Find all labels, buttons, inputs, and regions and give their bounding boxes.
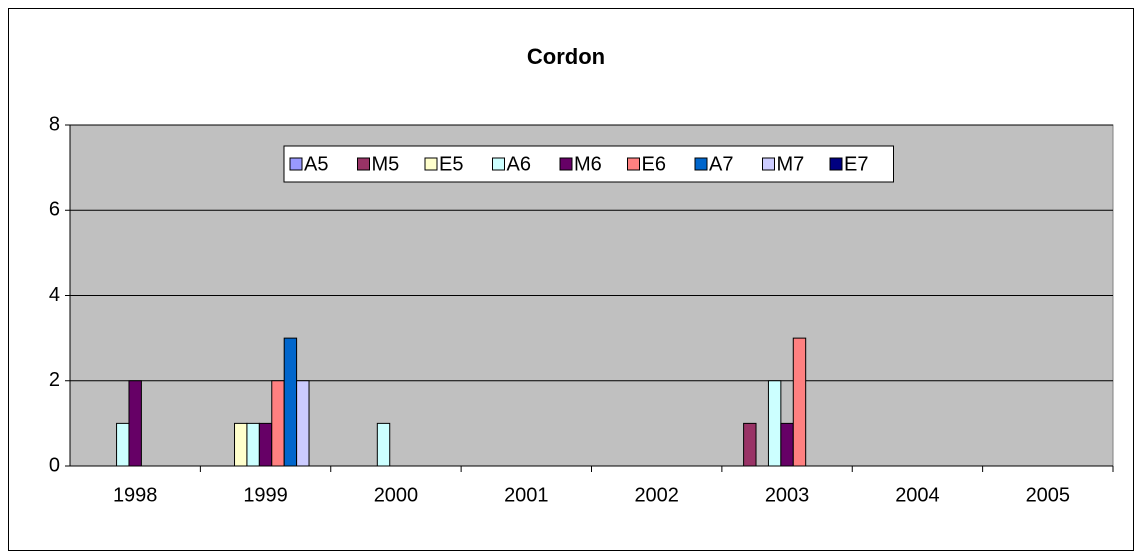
bar <box>283 337 298 467</box>
legend-swatch <box>424 157 438 171</box>
legend-label: E7 <box>844 153 868 175</box>
legend-swatch <box>289 157 303 171</box>
y-tick-label: 8 <box>49 113 60 135</box>
legend-box <box>283 145 894 183</box>
bar <box>792 337 807 467</box>
bar <box>116 422 130 467</box>
x-tick-label: 1999 <box>243 484 288 506</box>
bar <box>258 422 273 467</box>
legend-label: A7 <box>709 153 733 175</box>
legend-label: A5 <box>304 153 328 175</box>
bar <box>271 380 285 467</box>
legend-swatch <box>762 157 775 171</box>
bar <box>743 422 757 467</box>
legend-swatch <box>357 157 370 171</box>
legend-label: E5 <box>439 153 463 175</box>
y-tick-label: 0 <box>49 454 60 476</box>
bar <box>246 422 260 467</box>
legend-swatch <box>829 157 843 171</box>
x-tick-label: 2005 <box>1026 484 1071 506</box>
x-tick-label: 2003 <box>765 484 810 506</box>
legend-label: M6 <box>574 153 602 175</box>
y-tick-label: 6 <box>49 199 60 221</box>
legend-label: E6 <box>642 153 666 175</box>
bar <box>234 422 248 467</box>
y-tick-label: 4 <box>49 284 60 306</box>
x-tick-label: 2000 <box>374 484 419 506</box>
x-tick-label: 2004 <box>895 484 940 506</box>
y-tick-label: 2 <box>49 369 60 391</box>
bar <box>128 380 142 467</box>
legend-swatch <box>694 157 708 171</box>
bar <box>296 380 310 467</box>
legend-label: M5 <box>372 153 400 175</box>
chart-title: Cordon <box>527 44 605 69</box>
legend-swatch <box>627 157 640 171</box>
x-tick-label: 2001 <box>504 484 549 506</box>
bar <box>376 422 391 467</box>
x-tick-label: 1998 <box>113 484 158 506</box>
legend-swatch <box>492 157 505 171</box>
bar <box>780 422 794 467</box>
x-tick-label: 2002 <box>634 484 679 506</box>
legend-label: M7 <box>777 153 805 175</box>
legend-swatch <box>559 157 573 171</box>
legend-label: A6 <box>507 153 531 175</box>
bar <box>767 380 782 467</box>
